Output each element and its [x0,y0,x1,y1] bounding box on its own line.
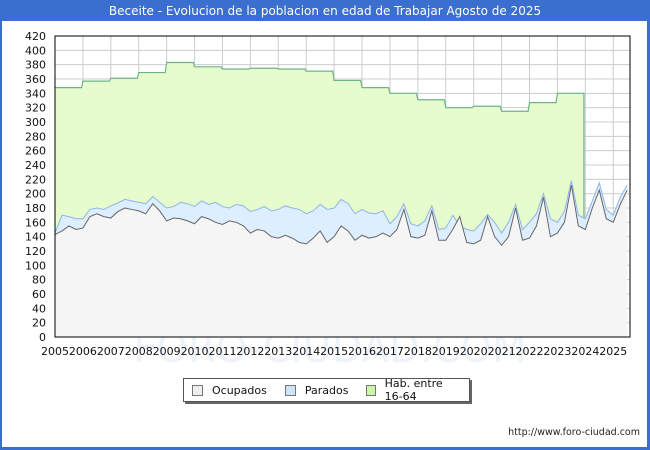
svg-text:2021: 2021 [488,345,516,358]
svg-text:2022: 2022 [516,345,544,358]
svg-text:2015: 2015 [320,345,348,358]
svg-text:280: 280 [25,130,46,143]
svg-text:300: 300 [25,116,46,129]
svg-text:2024: 2024 [571,345,599,358]
legend-item-ocupados: Ocupados [192,384,267,397]
svg-text:200: 200 [25,188,46,201]
svg-text:20: 20 [32,317,46,330]
legend-swatch-hab [366,384,376,396]
svg-text:420: 420 [25,30,46,43]
svg-text:0: 0 [39,331,46,344]
svg-text:320: 320 [25,102,46,115]
svg-text:100: 100 [25,259,46,272]
svg-text:360: 360 [25,73,46,86]
source-url: http://www.foro-ciudad.com [508,427,640,438]
svg-text:160: 160 [25,216,46,229]
legend-label-hab: Hab. entre 16-64 [384,377,443,403]
svg-text:2008: 2008 [125,345,153,358]
plot-border [54,35,631,338]
legend: Ocupados Parados Hab. entre 16-64 [183,377,470,403]
svg-text:2006: 2006 [69,345,97,358]
svg-text:340: 340 [25,87,46,100]
legend-item-hab: Hab. entre 16-64 [366,377,459,403]
svg-text:40: 40 [32,302,46,315]
svg-text:400: 400 [25,44,46,57]
svg-text:380: 380 [25,59,46,72]
svg-text:2012: 2012 [236,345,264,358]
svg-text:120: 120 [25,245,46,258]
legend-label-ocupados: Ocupados [212,383,267,397]
svg-text:2019: 2019 [432,345,460,358]
svg-text:2005: 2005 [41,345,69,358]
y-axis-ticks: 0204060801001201401601802002202402602803… [25,30,46,344]
x-axis-ticks: 2005 2006 2007 2008 2009 2010 2011 2012 2013 2014… [41,345,627,358]
svg-text:2007: 2007 [97,345,125,358]
svg-text:2017: 2017 [376,345,404,358]
legend-label-parados: Parados [304,383,349,397]
legend-item-parados: Parados [284,383,349,397]
svg-text:180: 180 [25,202,46,215]
svg-text:240: 240 [25,159,46,172]
svg-text:140: 140 [25,231,46,244]
svg-text:80: 80 [32,274,46,287]
svg-text:220: 220 [25,173,46,186]
svg-text:2011: 2011 [208,345,236,358]
svg-text:2014: 2014 [292,345,320,358]
svg-text:2020: 2020 [460,345,488,358]
svg-text:2018: 2018 [404,345,432,358]
svg-text:2016: 2016 [348,345,376,358]
chart-title: Beceite - Evolucion de la poblacion en e… [0,0,650,22]
svg-text:260: 260 [25,145,46,158]
svg-text:2023: 2023 [543,345,571,358]
legend-swatch-parados [284,384,296,396]
svg-text:2025: 2025 [599,345,627,358]
svg-text:2010: 2010 [181,345,209,358]
legend-swatch-ocupados [192,384,203,396]
svg-text:2009: 2009 [153,345,181,358]
svg-text:60: 60 [32,288,46,301]
series-areas [54,61,628,338]
svg-text:2013: 2013 [264,345,292,358]
